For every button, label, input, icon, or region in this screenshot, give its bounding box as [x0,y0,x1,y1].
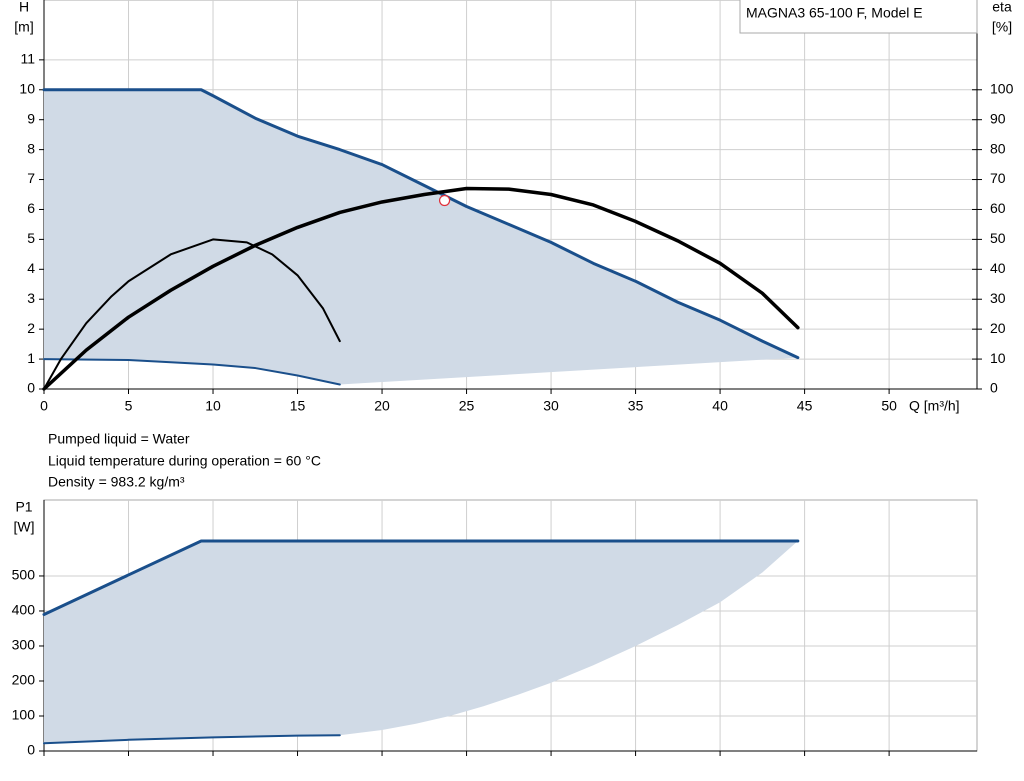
y-tick-label: 0 [27,742,35,758]
y-tick-label: 6 [27,200,35,216]
y-tick-label: 11 [20,51,35,67]
x-tick-label: 0 [40,398,48,414]
y-axis-unit: [m] [14,19,33,35]
curve [42,539,800,616]
y2-tick-label: 90 [990,110,1006,126]
y-tick-label: 7 [27,170,35,186]
y-axis-unit: [W] [14,519,35,535]
y-tick-label: 9 [27,110,35,126]
info-text: Density = 983.2 kg/m³ [48,474,185,490]
y-tick-label: 1 [27,350,35,366]
legend-text: MAGNA3 65-100 F, Model E [746,5,923,21]
y2-tick-label: 70 [990,170,1006,186]
y2-tick-label: 80 [990,140,1006,156]
x-tick-label: 5 [125,398,133,414]
info-text: Liquid temperature during operation = 60… [48,453,321,469]
x-tick-label: 40 [712,398,728,414]
y2-tick-label: 60 [990,200,1006,216]
y-tick-label: 100 [12,707,36,723]
legend-box [739,0,978,34]
x-tick-label: 50 [881,398,897,414]
y-tick-label: 5 [27,230,35,246]
y-tick-label: 500 [12,567,36,583]
y-tick-label: 4 [27,260,35,276]
y-tick-label: 2 [27,320,35,336]
info-text: Pumped liquid = Water [48,431,190,447]
y2-tick-label: 20 [990,320,1006,336]
x-tick-label: 20 [374,398,390,414]
y-tick-label: 8 [27,140,35,156]
y-axis-label: H [19,0,29,15]
y2-tick-label: 50 [990,230,1006,246]
operating-area [44,89,798,385]
y2-tick-label: 40 [990,260,1006,276]
y-tick-label: 300 [12,637,36,653]
y2-axis-unit: [%] [992,19,1012,35]
y2-tick-label: 30 [990,290,1006,306]
x-tick-label: 35 [628,398,644,414]
x-tick-label: 45 [797,398,813,414]
x-tick-label: 25 [459,398,475,414]
curve [42,186,800,391]
y2-tick-label: 10 [990,350,1006,366]
x-tick-label: 10 [205,398,221,414]
y-tick-label: 200 [12,672,36,688]
y-axis-label: P1 [15,499,32,515]
curve [43,238,341,390]
y-tick-label: 400 [12,602,36,618]
x-tick-label: 15 [290,398,306,414]
y2-tick-label: 0 [990,380,998,396]
x-axis-label: Q [m³/h] [909,398,960,414]
operating-area [44,540,798,744]
duty-point [438,194,451,207]
curve [42,88,800,360]
y2-axis-label: eta [992,0,1012,15]
y-tick-label: 0 [27,380,35,396]
curve [43,734,341,745]
y-tick-label: 3 [27,290,35,306]
x-tick-label: 30 [543,398,559,414]
y2-tick-label: 100 [990,80,1014,96]
curve [43,358,341,386]
y-tick-label: 10 [19,80,35,96]
